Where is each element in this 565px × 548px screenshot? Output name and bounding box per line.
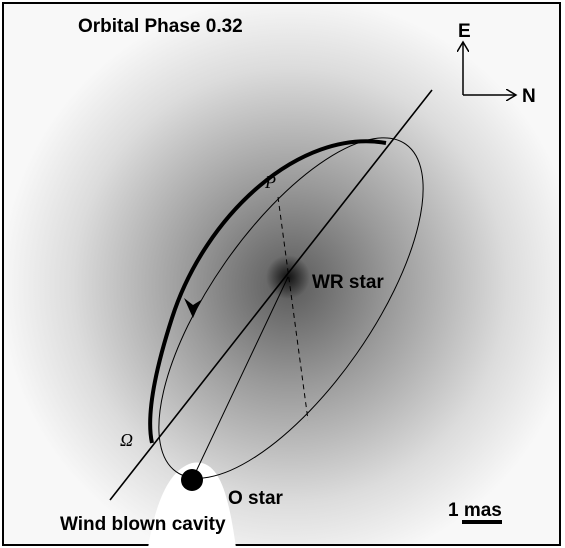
orbit-arc <box>148 139 387 444</box>
o-star <box>181 469 203 491</box>
node-label: Ω <box>120 430 133 450</box>
orbit-arrow <box>184 298 201 318</box>
apsides-line <box>277 196 309 421</box>
cavity-region <box>148 462 236 548</box>
wr-star-label: WR star <box>312 272 384 293</box>
line-of-nodes <box>109 89 433 501</box>
title: Orbital Phase 0.32 <box>78 16 243 37</box>
compass-north: N <box>522 86 536 107</box>
o-star-label: O star <box>228 488 284 509</box>
scale-label: 1 mas <box>448 500 502 521</box>
periastron-label: P <box>264 172 276 192</box>
cavity-label: Wind blown cavity <box>60 514 226 535</box>
orbit <box>158 137 424 479</box>
compass-east: E <box>458 21 471 42</box>
separation-line <box>191 276 289 481</box>
